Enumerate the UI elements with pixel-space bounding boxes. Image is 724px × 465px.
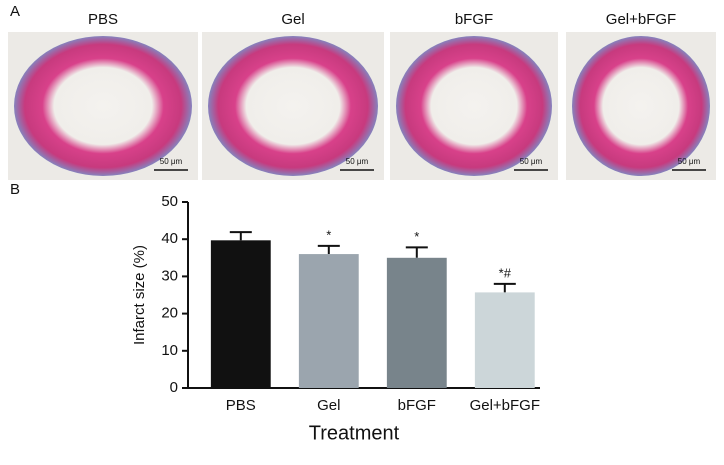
y-tick-label: 0: [170, 379, 178, 396]
significance-mark: *: [326, 227, 331, 242]
scale-label: 50 μm: [520, 157, 543, 166]
tissue-section: [396, 36, 552, 176]
x-tick-label: Gel: [317, 397, 340, 414]
y-tick-label: 30: [161, 267, 178, 284]
x-axis-label: Treatment: [309, 422, 400, 444]
image-title: bFGF: [455, 11, 493, 28]
scale-label: 50 μm: [678, 157, 701, 166]
y-tick-label: 20: [161, 305, 178, 322]
image-title: PBS: [88, 11, 118, 28]
significance-mark: *#: [499, 265, 512, 280]
bar: [210, 240, 271, 388]
y-axis-label: Infarct size (%): [131, 245, 148, 345]
panel-label: A: [10, 3, 20, 20]
x-tick-label: bFGF: [398, 397, 436, 414]
tissue-section: [14, 36, 192, 176]
significance-mark: *: [414, 229, 419, 244]
x-tick-label: Gel+bFGF: [470, 397, 540, 414]
bar: [298, 254, 359, 388]
scale-label: 50 μm: [160, 157, 183, 166]
scale-label: 50 μm: [346, 157, 369, 166]
bar: [474, 292, 535, 388]
tissue-section: [572, 36, 710, 176]
y-tick-label: 50: [161, 193, 178, 210]
y-tick-label: 40: [161, 230, 178, 247]
image-title: Gel: [281, 11, 304, 28]
x-tick-label: PBS: [226, 397, 256, 414]
tissue-section: [208, 36, 378, 176]
y-tick-label: 10: [161, 342, 178, 359]
panel-label: B: [10, 181, 20, 198]
image-title: Gel+bFGF: [606, 11, 676, 28]
bar: [386, 257, 447, 388]
